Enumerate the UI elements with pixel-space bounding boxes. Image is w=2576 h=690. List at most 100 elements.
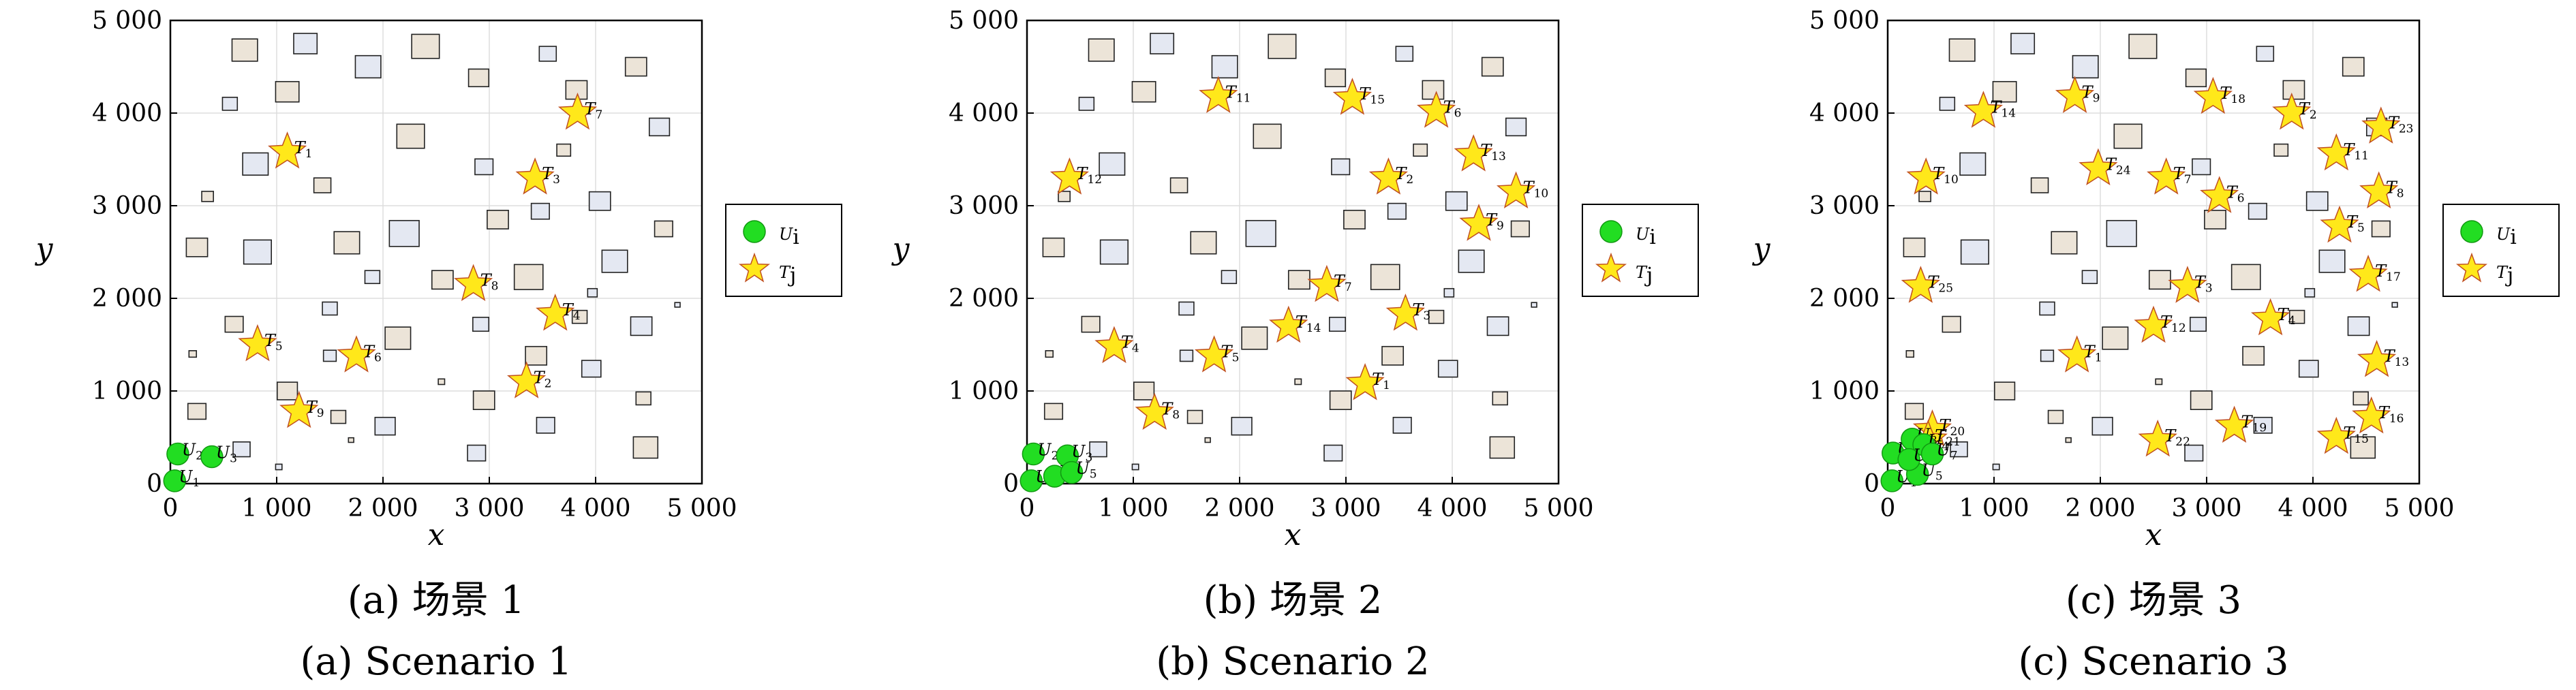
legend-target-label: Tj bbox=[1636, 263, 1653, 287]
obstacle-box bbox=[388, 219, 420, 247]
obstacle-box bbox=[374, 416, 396, 436]
obstacle-box bbox=[1445, 191, 1468, 211]
user-point bbox=[1880, 469, 1903, 492]
obstacle-box bbox=[513, 264, 544, 290]
obstacle-box bbox=[2347, 316, 2370, 336]
obstacle-box bbox=[2113, 123, 2143, 149]
target-label: T3 bbox=[2194, 272, 2213, 295]
obstacle-box bbox=[2155, 378, 2163, 386]
y-axis-label: y bbox=[35, 232, 54, 266]
obstacle-box bbox=[487, 209, 509, 230]
target-label: T15 bbox=[1359, 84, 1385, 107]
panel-scenario-2: 0 1 000 2 000 3 000 4 000 5 000 0 1 000 2 000 3 0… bbox=[891, 7, 1699, 684]
obstacle-box bbox=[2305, 191, 2329, 211]
obstacle-box bbox=[556, 143, 572, 157]
obstacle-box bbox=[2184, 444, 2204, 462]
target-star bbox=[2214, 405, 2254, 443]
target-star bbox=[2200, 176, 2239, 213]
target-star bbox=[1307, 264, 1347, 302]
target-star bbox=[2079, 148, 2118, 185]
obstacle-box bbox=[2256, 46, 2275, 62]
obstacle-box bbox=[1939, 97, 1956, 111]
target-star bbox=[1459, 204, 1499, 241]
obstacle-box bbox=[322, 349, 337, 362]
obstacle-box bbox=[411, 33, 440, 59]
obstacle-box bbox=[1531, 302, 1537, 308]
obstacle-box bbox=[1081, 315, 1101, 333]
obstacle-box bbox=[588, 191, 611, 211]
obstacle-box bbox=[2051, 231, 2078, 255]
target-star bbox=[2147, 157, 2186, 195]
target-label: T2 bbox=[534, 368, 552, 390]
x-tick-label: 3 000 bbox=[2171, 495, 2241, 522]
obstacle-box bbox=[1505, 117, 1527, 137]
obstacle-box bbox=[231, 38, 258, 62]
target-label: T14 bbox=[1990, 97, 2016, 120]
legend-user-marker bbox=[743, 220, 766, 243]
user-point bbox=[163, 469, 186, 492]
obstacle-box bbox=[1169, 177, 1189, 193]
obstacle-box bbox=[2242, 345, 2265, 366]
target-star bbox=[2193, 76, 2233, 114]
obstacle-box bbox=[1253, 123, 1282, 149]
target-label: T19 bbox=[2241, 413, 2267, 435]
obstacle-box bbox=[1950, 441, 1968, 458]
obstacle-box bbox=[1458, 249, 1485, 273]
obstacle-box bbox=[221, 97, 239, 111]
user-label: U2 bbox=[1037, 440, 1058, 462]
x-tick-label: 1 000 bbox=[241, 495, 311, 522]
obstacle-box bbox=[293, 33, 318, 54]
obstacle-box bbox=[2192, 158, 2211, 176]
legend-user-label: Ui bbox=[2496, 225, 2517, 249]
obstacle-box bbox=[1343, 209, 1366, 230]
target-star bbox=[1385, 294, 1425, 331]
obstacle-box bbox=[2081, 270, 2098, 285]
obstacle-box bbox=[1150, 33, 1175, 54]
legend-target-label: Tj bbox=[779, 263, 796, 287]
obstacle-box bbox=[2190, 390, 2213, 411]
obstacle-box bbox=[333, 231, 361, 255]
target-label: T24 bbox=[2105, 155, 2131, 178]
x-tick-label: 5 000 bbox=[1523, 495, 1593, 522]
x-tick-label: 0 bbox=[1880, 495, 1896, 522]
obstacle-box bbox=[472, 317, 490, 332]
target-star bbox=[2316, 416, 2356, 454]
x-tick-label: 2 000 bbox=[1204, 495, 1274, 522]
legend-target-marker bbox=[739, 252, 770, 283]
obstacle-box bbox=[530, 202, 550, 220]
target-label: T10 bbox=[1933, 164, 1959, 187]
target-label: T6 bbox=[1443, 97, 1462, 120]
target-star bbox=[2348, 254, 2388, 292]
obstacle-box bbox=[1241, 326, 1268, 350]
target-label: T10 bbox=[1523, 178, 1549, 201]
obstacle-box bbox=[2185, 68, 2207, 88]
target-label: T9 bbox=[306, 398, 324, 420]
obstacle-box bbox=[330, 409, 347, 424]
obstacle-box bbox=[1088, 38, 1115, 62]
obstacle-box bbox=[396, 123, 425, 149]
obstacle-box bbox=[474, 158, 494, 176]
obstacle-box bbox=[322, 301, 338, 316]
y-tick-label: 3 000 bbox=[92, 192, 162, 220]
target-label: T8 bbox=[480, 271, 499, 294]
target-star bbox=[2361, 106, 2401, 144]
y-tick-label: 0 bbox=[147, 470, 162, 498]
obstacle-box bbox=[1486, 316, 1509, 336]
target-label: T7 bbox=[2173, 164, 2192, 187]
obstacle-box bbox=[2298, 360, 2319, 378]
target-label: T6 bbox=[2226, 183, 2245, 205]
user-point bbox=[1060, 460, 1084, 484]
obstacle-box bbox=[438, 378, 446, 386]
target-star bbox=[2057, 335, 2097, 373]
obstacle-box bbox=[2253, 416, 2273, 434]
target-star bbox=[238, 324, 277, 362]
caption-en: (c) Scenario 3 bbox=[2018, 640, 2288, 684]
obstacle-box bbox=[1186, 409, 1203, 424]
legend-box bbox=[1582, 204, 1699, 297]
obstacle-box bbox=[313, 177, 332, 193]
target-label: T23 bbox=[2388, 113, 2414, 136]
obstacle-box bbox=[1211, 54, 1238, 79]
target-label: T5 bbox=[264, 331, 283, 354]
obstacle-box bbox=[243, 239, 273, 265]
